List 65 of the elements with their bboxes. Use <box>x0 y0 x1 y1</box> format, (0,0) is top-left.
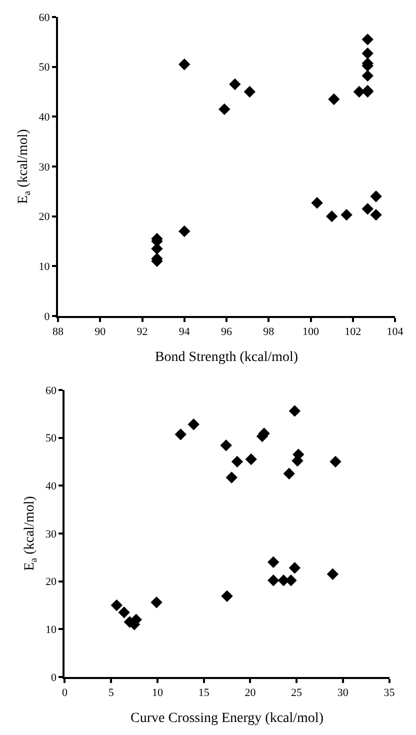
point <box>178 225 190 238</box>
x-tick-label: 96 <box>221 326 232 338</box>
point <box>245 453 257 466</box>
point <box>370 190 382 202</box>
y-tick-label: 30 <box>38 161 50 174</box>
point <box>311 197 323 209</box>
point <box>326 210 338 222</box>
x-tick-label: 98 <box>263 326 275 338</box>
point <box>174 428 186 440</box>
point <box>244 86 256 98</box>
point <box>226 472 238 484</box>
x-tick-label: 92 <box>136 326 148 338</box>
x-tick-label: 94 <box>178 326 190 338</box>
point <box>178 58 190 70</box>
x-tick-label: 102 <box>344 326 362 338</box>
point <box>330 456 342 468</box>
x-tick-label: 35 <box>384 687 396 700</box>
y-tick-label: 20 <box>38 211 50 224</box>
point <box>229 78 241 90</box>
x-tick-label: 30 <box>337 687 349 700</box>
point <box>110 599 123 612</box>
point <box>362 34 374 46</box>
x-tick-label: 5 <box>108 687 114 700</box>
y-tick-label: 30 <box>46 528 58 540</box>
point <box>362 48 374 60</box>
y-tick-label: 60 <box>46 384 58 397</box>
y-tick-label: 40 <box>46 480 58 492</box>
x-axis-title: Curve Crossing Energy (kcal/mol) <box>130 711 324 726</box>
y-tick-label: 60 <box>38 12 50 24</box>
y-tick-label: 50 <box>46 432 58 445</box>
point <box>118 606 130 618</box>
point <box>362 203 374 215</box>
point <box>288 562 301 574</box>
x-tick-label: 15 <box>198 687 210 700</box>
point <box>188 418 200 430</box>
point <box>328 93 340 106</box>
point <box>370 208 382 221</box>
point <box>218 103 230 116</box>
point <box>340 208 352 221</box>
point <box>268 556 280 568</box>
point <box>288 405 301 417</box>
x-tick-label: 0 <box>62 687 68 700</box>
x-tick-label: 100 <box>302 326 320 338</box>
y-tick-label: 0 <box>44 310 50 323</box>
x-tick-label: 104 <box>386 326 404 338</box>
y-tick-label: 20 <box>46 576 58 588</box>
point <box>362 70 374 82</box>
point <box>231 456 244 468</box>
x-tick-label: 25 <box>291 687 303 700</box>
x-tick-label: 20 <box>244 687 256 700</box>
point <box>268 574 280 586</box>
x-tick-label: 90 <box>94 326 106 338</box>
x-axis-title: Bond Strength (kcal/mol) <box>154 350 298 365</box>
point <box>220 440 232 452</box>
point <box>221 590 233 602</box>
point <box>283 468 295 480</box>
y-tick-label: 50 <box>38 62 50 74</box>
y-tick-label: 10 <box>46 624 58 636</box>
y-tick-label: 40 <box>38 112 50 124</box>
point <box>326 568 339 580</box>
y-tick-label: 0 <box>51 672 58 684</box>
x-tick-label: 88 <box>52 326 64 338</box>
point <box>150 596 162 608</box>
x-tick-label: 10 <box>152 687 164 700</box>
y-tick-label: 10 <box>38 261 50 273</box>
